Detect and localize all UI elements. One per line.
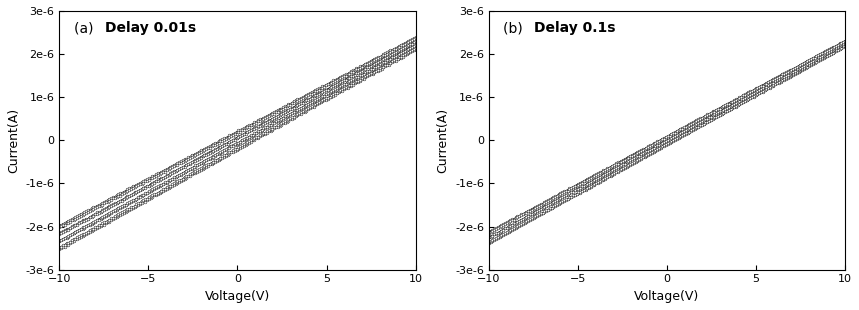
X-axis label: Voltage(V): Voltage(V) <box>204 290 270 303</box>
Text: Delay 0.01s: Delay 0.01s <box>105 21 196 35</box>
Text: (a): (a) <box>74 21 97 35</box>
Y-axis label: Current(A): Current(A) <box>436 108 449 173</box>
X-axis label: Voltage(V): Voltage(V) <box>634 290 699 303</box>
Text: (b): (b) <box>503 21 527 35</box>
Y-axis label: Current(A): Current(A) <box>7 108 20 173</box>
Text: Delay 0.1s: Delay 0.1s <box>534 21 616 35</box>
